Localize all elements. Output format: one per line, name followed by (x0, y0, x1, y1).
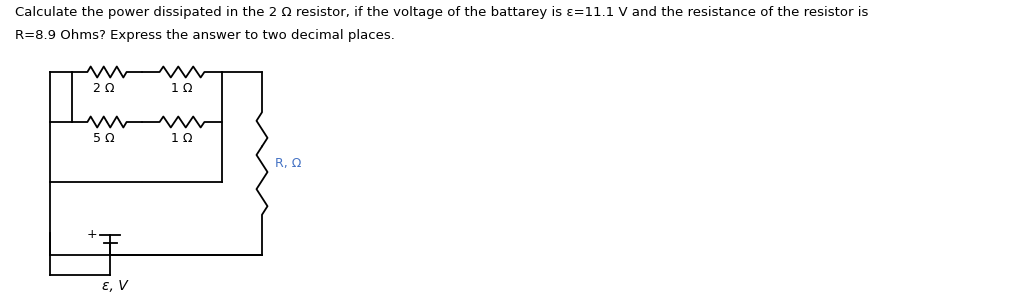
Text: 5 Ω: 5 Ω (93, 132, 114, 145)
Text: ε, V: ε, V (102, 279, 127, 293)
Text: R=8.9 Ohms? Express the answer to two decimal places.: R=8.9 Ohms? Express the answer to two de… (15, 29, 394, 42)
Text: +: + (87, 228, 97, 241)
Text: 1 Ω: 1 Ω (171, 132, 192, 145)
Text: R, Ω: R, Ω (275, 157, 301, 170)
Text: 2 Ω: 2 Ω (93, 82, 114, 95)
Text: 1 Ω: 1 Ω (171, 82, 192, 95)
Text: Calculate the power dissipated in the 2 Ω resistor, if the voltage of the battar: Calculate the power dissipated in the 2 … (15, 6, 867, 19)
